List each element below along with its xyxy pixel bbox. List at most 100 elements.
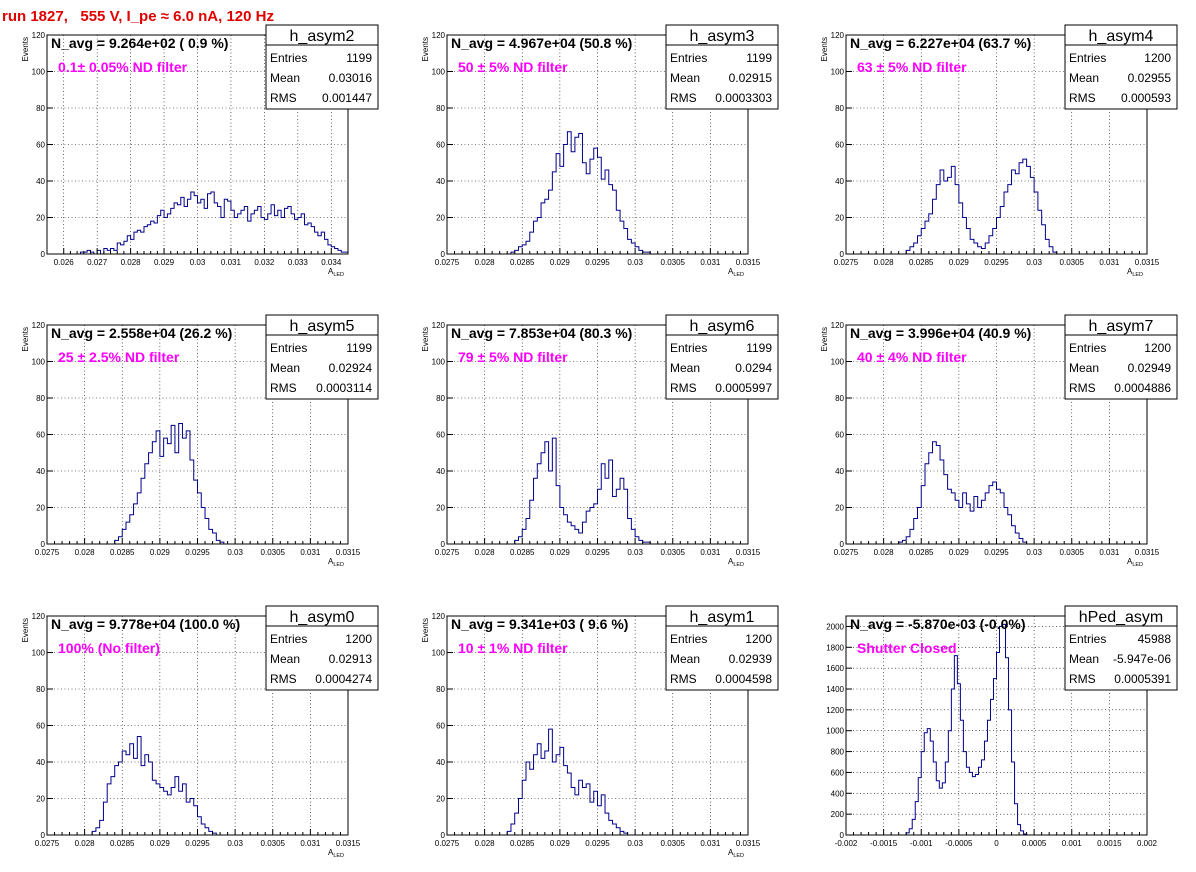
stats-label: RMS	[670, 381, 697, 395]
y-tick-label: 2000	[826, 622, 844, 631]
stats-label: RMS	[270, 91, 297, 105]
x-tick-label: -0.001	[910, 839, 933, 848]
stats-value: 1200	[1144, 341, 1171, 355]
y-tick-label: 1200	[826, 706, 844, 715]
x-tick-label: 0.029	[949, 258, 970, 267]
histogram-line	[510, 131, 651, 254]
filter-label: 63 ± 5% ND filter	[857, 59, 967, 75]
histogram-panel-h_asym7: 0.0275 0.028 0.0285 0.029 0.0295 0.03 0.0305 0.…	[820, 314, 1178, 568]
y-tick-label: 0	[41, 250, 46, 259]
x-tick-label: 0.0315	[336, 839, 361, 848]
x-tick-label: 0.031	[1099, 548, 1120, 557]
stats-label: Mean	[670, 652, 700, 666]
x-tick-label: 0.001	[1062, 839, 1083, 848]
y-tick-label: 40	[436, 177, 445, 186]
stats-label: RMS	[270, 672, 297, 686]
x-tick-label: 0.029	[550, 258, 571, 267]
x-tick-label: 0.0275	[435, 548, 460, 557]
y-tick-label: 20	[436, 795, 445, 804]
stats-title: h_asym2	[290, 28, 355, 45]
y-tick-label: 20	[36, 795, 45, 804]
stats-label: Entries	[1069, 632, 1106, 646]
x-axis-title: ALED	[328, 267, 344, 278]
stats-value: 0.0004598	[715, 672, 772, 686]
x-tick-label: 0.029	[150, 839, 171, 848]
histogram-line	[905, 158, 1058, 254]
x-tick-label: 0.033	[288, 258, 309, 267]
y-axis-title: Events	[820, 327, 829, 351]
x-tick-label: 0.028	[121, 258, 142, 267]
y-tick-label: 40	[436, 758, 445, 767]
x-tick-label: 0.031	[700, 839, 721, 848]
y-tick-label: 120	[831, 321, 845, 330]
x-tick-label: 0.028	[475, 548, 496, 557]
stats-value: 0.02955	[1128, 71, 1172, 85]
stats-box	[665, 314, 779, 400]
stats-value: 1199	[746, 341, 772, 355]
histogram-panel-h_asym3: 0.0275 0.028 0.0285 0.029 0.0295 0.03 0.0305 0.…	[421, 24, 779, 278]
stats-title: h_asym5	[290, 318, 355, 335]
x-tick-label: 0.026	[54, 258, 75, 267]
x-tick-label: 0.0315	[1135, 548, 1160, 557]
y-tick-label: 40	[835, 467, 844, 476]
stats-label: Entries	[670, 341, 707, 355]
x-tick-label: 0.03	[1026, 258, 1042, 267]
stats-box	[1064, 605, 1178, 691]
x-tick-label: 0.0285	[909, 548, 934, 557]
x-tick-label: 0.031	[221, 258, 242, 267]
x-tick-label: 0.028	[874, 548, 895, 557]
histogram-panel-h_asym5: 0.0275 0.028 0.0285 0.029 0.0295 0.03 0.0305 0.…	[21, 314, 379, 568]
x-tick-label: 0.0275	[435, 839, 460, 848]
stats-value: 1199	[346, 51, 372, 65]
x-tick-label: 0.0305	[1060, 258, 1085, 267]
filter-label: 79 ± 5% ND filter	[458, 349, 568, 365]
y-tick-label: 0	[840, 540, 845, 549]
stats-value: 0.0294	[735, 361, 772, 375]
x-tick-label: 0.0305	[1060, 548, 1085, 557]
x-tick-label: 0.029	[949, 548, 970, 557]
x-tick-label: 0.0295	[185, 548, 210, 557]
y-tick-label: 20	[36, 504, 45, 513]
y-tick-label: 100	[831, 68, 845, 77]
stats-label: Entries	[1069, 51, 1106, 65]
y-tick-label: 60	[835, 431, 844, 440]
stats-value: 1200	[745, 632, 772, 646]
y-tick-label: 40	[835, 177, 844, 186]
stats-label: RMS	[670, 91, 697, 105]
x-tick-label: 0.0315	[336, 548, 361, 557]
y-tick-label: 100	[432, 68, 446, 77]
stats-value: 0.02949	[1128, 361, 1172, 375]
x-tick-label: 0.031	[700, 258, 721, 267]
stats-label: Mean	[1069, 361, 1099, 375]
stats-label: RMS	[670, 672, 697, 686]
stats-box	[265, 314, 379, 400]
x-tick-label: -0.0015	[870, 839, 898, 848]
stats-label: RMS	[270, 381, 297, 395]
histogram-line	[514, 437, 651, 544]
x-tick-label: 0.03	[1026, 548, 1042, 557]
histogram-panel-hPed_asym: -0.002 -0.0015 -0.001 -0.0005 0 0.0005 0.001 0.…	[826, 605, 1178, 848]
stats-box	[265, 605, 379, 691]
y-tick-label: 100	[32, 68, 46, 77]
x-tick-label: 0.03	[227, 548, 243, 557]
navg-label: N_avg = 3.996e+04 (40.9 %)	[850, 325, 1031, 341]
filter-label: 0.1± 0.05% ND filter	[58, 59, 188, 75]
y-tick-label: 80	[835, 104, 844, 113]
stats-label: Mean	[270, 361, 300, 375]
y-tick-label: 60	[436, 431, 445, 440]
x-tick-label: -0.0005	[945, 839, 973, 848]
stats-label: Entries	[1069, 341, 1106, 355]
x-tick-label: 0.0015	[1097, 839, 1122, 848]
stats-value: 0.0005997	[715, 381, 772, 395]
stats-value: 45988	[1138, 632, 1172, 646]
histogram-panel-h_asym0: 0.0275 0.028 0.0285 0.029 0.0295 0.03 0.0305 0.…	[21, 605, 379, 859]
x-tick-label: 0.029	[550, 839, 571, 848]
x-tick-label: 0.03	[190, 258, 206, 267]
y-tick-label: 0	[41, 540, 46, 549]
y-tick-label: 120	[432, 31, 446, 40]
y-tick-label: 40	[436, 467, 445, 476]
x-tick-label: 0.0295	[185, 839, 210, 848]
x-tick-label: 0.028	[475, 839, 496, 848]
x-tick-label: 0.0295	[984, 258, 1009, 267]
stats-box	[1064, 24, 1178, 110]
